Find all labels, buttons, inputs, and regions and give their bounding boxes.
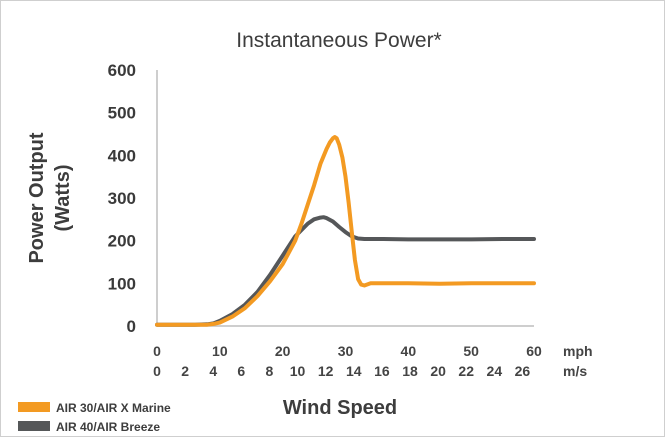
y-tick-label: 200 xyxy=(108,232,136,251)
legend-label-air-40-air-breeze: AIR 40/AIR Breeze xyxy=(56,420,160,434)
x-tick-label-mph: 30 xyxy=(338,343,354,359)
y-tick-label: 600 xyxy=(108,61,136,80)
x-tick-label-ms: 16 xyxy=(374,363,390,379)
x-tick-label-ms: 24 xyxy=(487,363,503,379)
legend-label-air-30-air-x-marine: AIR 30/AIR X Marine xyxy=(56,401,171,415)
x-unit-mph: mph xyxy=(563,343,593,359)
y-axis-label-line-2: (Watts) xyxy=(52,164,74,231)
y-axis-label-line-1: Power Output xyxy=(26,132,48,263)
x-unit-ms: m/s xyxy=(563,363,587,379)
legend-swatch-air-40-air-breeze xyxy=(18,421,50,431)
x-tick-label-ms: 26 xyxy=(515,363,531,379)
x-tick-label-mph: 50 xyxy=(463,343,479,359)
axes xyxy=(156,70,534,327)
x-tick-label-ms: 12 xyxy=(318,363,334,379)
x-tick-label-ms: 10 xyxy=(290,363,306,379)
y-tick-label: 300 xyxy=(108,189,136,208)
series-lines xyxy=(155,135,536,327)
y-axis-ticks: 0 100 200 300 400 500 600 xyxy=(108,61,136,336)
y-tick-label: 400 xyxy=(108,146,136,165)
x-tick-label-ms: 8 xyxy=(266,363,274,379)
x-tick-label-ms: 6 xyxy=(237,363,245,379)
series-line-air-30-air-x-marine xyxy=(155,135,536,327)
x-tick-label-ms: 18 xyxy=(402,363,418,379)
x-tick-label-mph: 20 xyxy=(275,343,291,359)
x-tick-label-ms: 20 xyxy=(430,363,446,379)
x-tick-label-mph: 10 xyxy=(212,343,228,359)
chart-title: Instantaneous Power* xyxy=(236,29,441,52)
x-tick-label-mph: 0 xyxy=(153,343,161,359)
legend-swatch-air-30-air-x-marine xyxy=(18,402,50,412)
x-tick-label-mph: 40 xyxy=(401,343,417,359)
x-tick-label-ms: 4 xyxy=(209,363,217,379)
x-tick-label-mph: 60 xyxy=(526,343,542,359)
series-line-air-40-air-breeze xyxy=(155,215,536,327)
legend: AIR 30/AIR X Marine AIR 40/AIR Breeze xyxy=(18,401,171,434)
y-tick-label: 500 xyxy=(108,104,136,123)
x-axis-label: Wind Speed xyxy=(283,397,397,419)
x-tick-label-ms: 0 xyxy=(153,363,161,379)
x-tick-label-ms: 22 xyxy=(458,363,474,379)
y-tick-label: 0 xyxy=(127,317,136,336)
y-tick-label: 100 xyxy=(108,274,136,293)
x-tick-label-ms: 2 xyxy=(181,363,189,379)
x-tick-label-ms: 14 xyxy=(346,363,362,379)
